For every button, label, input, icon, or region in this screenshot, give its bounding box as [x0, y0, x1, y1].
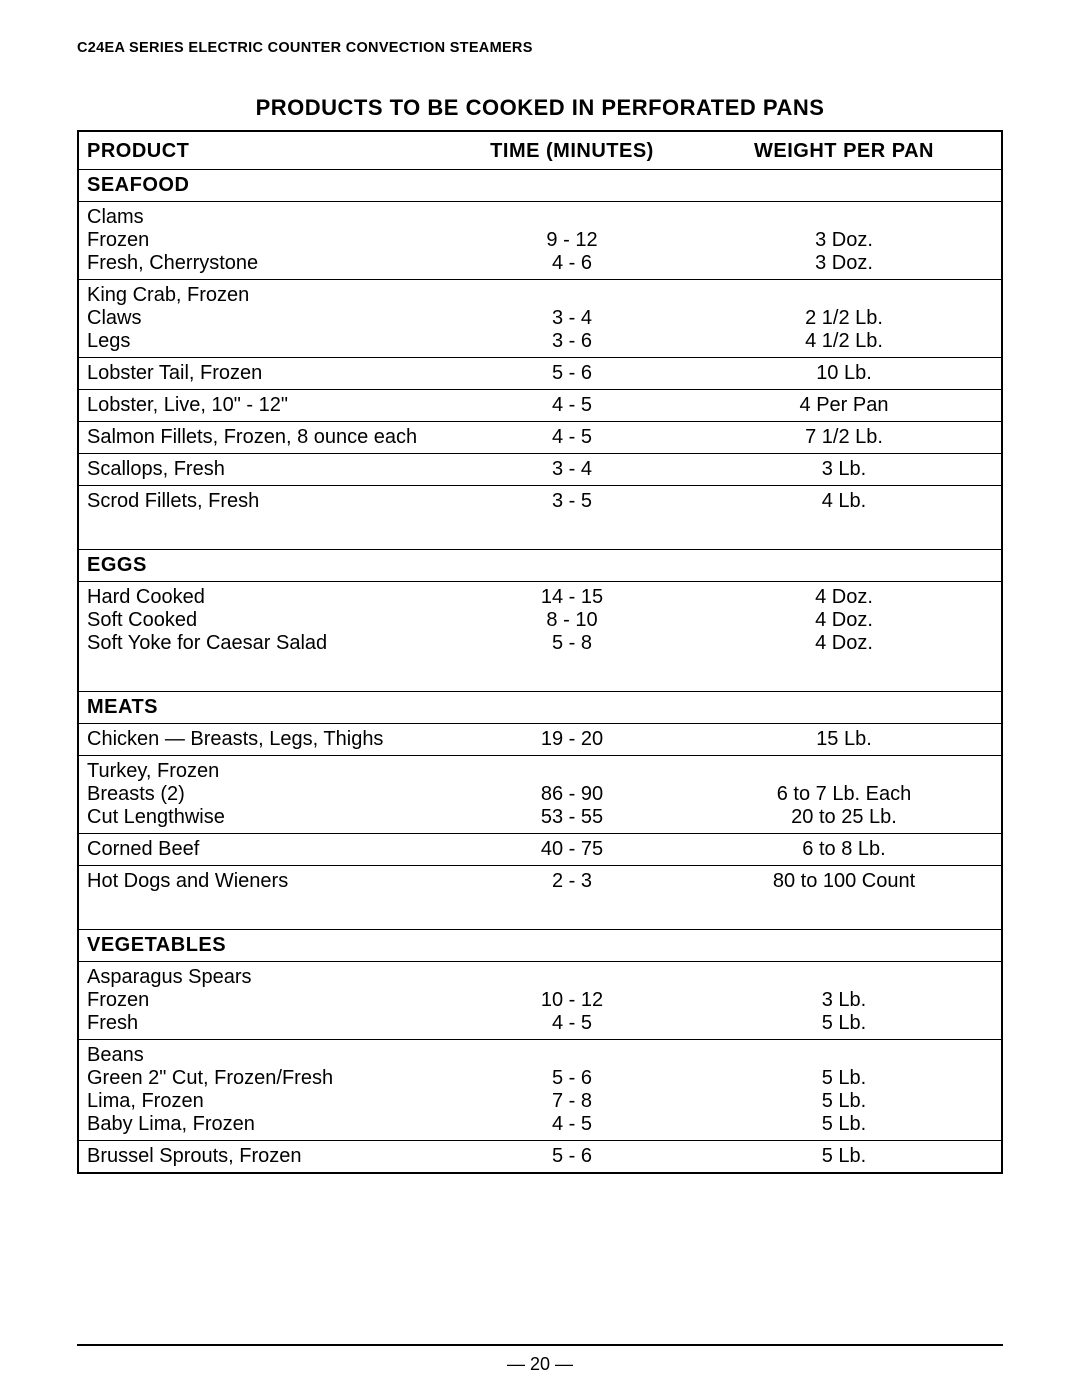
table-row: Lobster, Live, 10" - 12" [79, 394, 457, 417]
col-product: PRODUCT [79, 140, 457, 163]
table-row: Soft Cooked [79, 609, 457, 632]
table-row: Scallops, Fresh [79, 458, 457, 481]
col-weight: WEIGHT PER PAN [687, 140, 1001, 163]
document-header: C24EA SERIES ELECTRIC COUNTER CONVECTION… [77, 40, 1003, 57]
page-number: — 20 — [77, 1344, 1003, 1375]
cooking-table: PRODUCT TIME (MINUTES) WEIGHT PER PAN SE… [77, 130, 1003, 1174]
table-row: Beans [79, 1044, 457, 1067]
table-row: Clams [79, 206, 457, 229]
table-row: Baby Lima, Frozen [79, 1113, 457, 1136]
table-row: Lobster Tail, Frozen [79, 362, 457, 385]
table-row: Asparagus Spears [79, 966, 457, 989]
table-row: Claws [79, 307, 457, 330]
table-title: PRODUCTS TO BE COOKED IN PERFORATED PANS [77, 95, 1003, 120]
table-row: Hot Dogs and Wieners [79, 870, 457, 893]
category-seafood: SEAFOOD [79, 170, 1001, 201]
table-row: Corned Beef [79, 838, 457, 861]
table-row: Scrod Fillets, Fresh [79, 490, 457, 513]
table-row: Brussel Sprouts, Frozen [79, 1145, 457, 1168]
page: C24EA SERIES ELECTRIC COUNTER CONVECTION… [0, 0, 1080, 1397]
table-row: Frozen [79, 229, 457, 252]
table-row: Chicken — Breasts, Legs, Thighs [79, 728, 457, 751]
table-row: Frozen [79, 989, 457, 1012]
table-row: Lima, Frozen [79, 1090, 457, 1113]
category-eggs: EGGS [79, 550, 1001, 581]
table-row: Soft Yoke for Caesar Salad [79, 632, 457, 655]
table-row: King Crab, Frozen [79, 284, 457, 307]
col-time: TIME (MINUTES) [457, 140, 687, 163]
table-row: Legs [79, 330, 457, 353]
table-row: Fresh [79, 1012, 457, 1035]
table-row: Green 2" Cut, Frozen/Fresh [79, 1067, 457, 1090]
table-row: Turkey, Frozen [79, 760, 457, 783]
category-meats: MEATS [79, 692, 1001, 723]
table-row: Cut Lengthwise [79, 806, 457, 829]
table-row: Fresh, Cherrystone [79, 252, 457, 275]
table-row: Breasts (2) [79, 783, 457, 806]
table-row: Hard Cooked [79, 586, 457, 609]
table-row: Salmon Fillets, Frozen, 8 ounce each [79, 426, 457, 449]
category-vegetables: VEGETABLES [79, 930, 1001, 961]
